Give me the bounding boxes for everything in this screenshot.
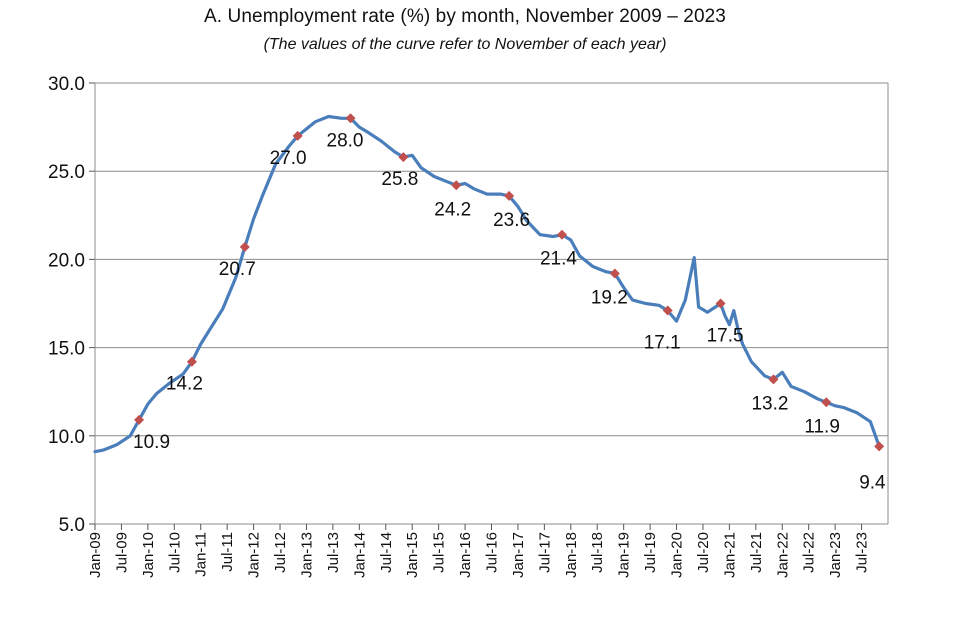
chart-subtitle: (The values of the curve refer to Novemb… (263, 36, 667, 53)
november-marker (239, 242, 250, 253)
x-tick-label: Jan-16 (457, 532, 474, 578)
x-tick-label: Jan-15 (404, 532, 421, 578)
data-label: 20.7 (219, 259, 256, 280)
data-label: 11.9 (804, 416, 840, 437)
data-label: 17.1 (644, 333, 681, 354)
x-tick-label: Jul-18 (589, 532, 606, 573)
data-label: 27.0 (270, 148, 307, 169)
x-tick-label: Jul-17 (536, 532, 553, 573)
november-marker (874, 441, 885, 452)
november-marker (715, 298, 726, 309)
data-label: 28.0 (327, 130, 364, 151)
x-tick-label: Jan-11 (193, 532, 210, 577)
x-tick-label: Jan-17 (510, 532, 527, 578)
data-label: 9.4 (859, 472, 886, 493)
november-marker (609, 268, 620, 279)
november-marker (134, 414, 145, 425)
x-tick-label: Jul-14 (378, 532, 395, 573)
data-label: 19.2 (591, 288, 628, 309)
data-label: 24.2 (434, 199, 471, 220)
data-label: 13.2 (751, 393, 788, 414)
november-marker (398, 152, 409, 163)
data-label: 17.5 (707, 326, 744, 347)
x-tick-label: Jul-11 (219, 532, 236, 572)
november-marker (768, 374, 779, 385)
november-marker (556, 229, 567, 240)
x-tick-label: Jul-15 (431, 532, 448, 573)
x-tick-label: Jul-19 (642, 532, 659, 573)
november-marker (292, 130, 303, 141)
x-tick-label: Jul-21 (748, 532, 765, 573)
x-tick-label: Jul-23 (854, 532, 871, 573)
x-tick-label: Jul-20 (695, 532, 712, 573)
y-tick-label: 20.0 (48, 250, 85, 271)
y-tick-label: 10.0 (48, 427, 85, 448)
data-label: 10.9 (133, 432, 170, 453)
november-marker (821, 397, 832, 408)
x-tick-label: Jan-20 (669, 532, 686, 578)
november-marker (662, 305, 673, 316)
x-tick-label: Jan-19 (616, 532, 633, 578)
x-tick-label: Jan-10 (140, 532, 157, 578)
november-marker (186, 356, 197, 367)
x-tick-label: Jan-12 (246, 532, 263, 578)
data-label: 23.6 (493, 210, 530, 231)
chart-title: A. Unemployment rate (%) by month, Novem… (204, 6, 726, 27)
x-tick-label: Jan-13 (298, 532, 315, 578)
x-tick-label: Jul-12 (272, 532, 289, 573)
data-label: 14.2 (166, 374, 203, 395)
x-tick-label: Jul-13 (325, 532, 342, 573)
x-tick-label: Jan-21 (721, 532, 738, 578)
x-tick-label: Jan-23 (827, 532, 844, 578)
y-tick-label: 30.0 (48, 74, 85, 95)
x-tick-label: Jul-09 (113, 532, 130, 573)
november-marker (504, 190, 515, 201)
y-tick-label: 15.0 (48, 339, 85, 360)
x-tick-label: Jul-22 (801, 532, 818, 573)
november-marker (451, 180, 462, 191)
november-marker (345, 113, 356, 124)
x-tick-label: Jul-10 (166, 532, 183, 573)
data-label: 25.8 (381, 169, 418, 190)
x-tick-label: Jan-22 (774, 532, 791, 578)
x-tick-label: Jan-14 (351, 532, 368, 578)
x-tick-label: Jan-09 (87, 532, 104, 578)
y-tick-label: 25.0 (48, 162, 85, 183)
x-tick-label: Jan-18 (563, 532, 580, 578)
data-label: 21.4 (540, 249, 577, 270)
y-tick-label: 5.0 (59, 515, 85, 536)
x-tick-label: Jul-16 (484, 532, 501, 573)
